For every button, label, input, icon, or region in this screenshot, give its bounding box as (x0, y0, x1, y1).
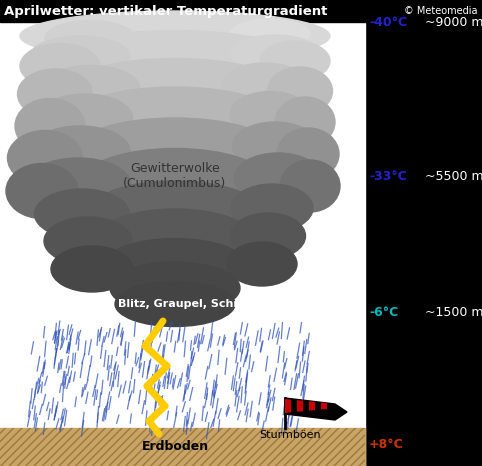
Ellipse shape (40, 66, 140, 110)
Ellipse shape (230, 91, 310, 137)
Ellipse shape (15, 98, 85, 153)
Ellipse shape (35, 189, 130, 239)
Bar (0, 428, 365, 466)
Polygon shape (309, 401, 315, 411)
Ellipse shape (51, 246, 133, 292)
Ellipse shape (260, 41, 330, 81)
Text: -33°C: -33°C (369, 170, 407, 183)
Text: Gewitterwolke
(Cumulonimbus): Gewitterwolke (Cumulonimbus) (123, 162, 227, 190)
Ellipse shape (230, 35, 320, 73)
Text: © Meteomedia: © Meteomedia (404, 6, 478, 16)
Ellipse shape (78, 118, 272, 178)
Ellipse shape (97, 209, 253, 267)
Ellipse shape (17, 69, 93, 119)
Polygon shape (321, 403, 327, 410)
Ellipse shape (110, 262, 240, 314)
Polygon shape (285, 398, 347, 420)
Text: +8°C: +8°C (369, 438, 404, 451)
Ellipse shape (275, 97, 335, 147)
Text: Erdboden: Erdboden (141, 440, 209, 453)
Ellipse shape (231, 184, 313, 232)
Text: Starkregen, Blitz, Graupel, Schnee, Hagel: Starkregen, Blitz, Graupel, Schnee, Hage… (40, 299, 300, 309)
Ellipse shape (223, 63, 308, 105)
Ellipse shape (268, 67, 333, 115)
Ellipse shape (232, 122, 318, 170)
Ellipse shape (45, 21, 135, 55)
Ellipse shape (82, 149, 268, 213)
Text: Aprilwetter: vertikaler Temperaturgradient: Aprilwetter: vertikaler Temperaturgradie… (4, 5, 327, 18)
Polygon shape (285, 399, 291, 413)
Text: ~1500 m: ~1500 m (425, 307, 482, 320)
Text: Sturmböen: Sturmböen (259, 430, 321, 440)
Ellipse shape (103, 239, 247, 294)
Ellipse shape (115, 281, 235, 327)
Ellipse shape (6, 164, 78, 219)
Bar (0, 0, 482, 22)
Ellipse shape (30, 36, 130, 76)
Ellipse shape (277, 128, 339, 180)
Text: ~5500 m: ~5500 m (425, 170, 482, 183)
Ellipse shape (234, 153, 322, 203)
Ellipse shape (55, 30, 295, 85)
Ellipse shape (44, 217, 132, 265)
Ellipse shape (26, 158, 131, 210)
Ellipse shape (227, 242, 297, 286)
Ellipse shape (90, 181, 260, 241)
Ellipse shape (230, 19, 310, 49)
Bar (0, 428, 365, 466)
Ellipse shape (20, 43, 100, 89)
Text: -40°C: -40°C (369, 16, 407, 29)
Ellipse shape (280, 160, 340, 212)
Text: -6°C: -6°C (369, 307, 398, 320)
Ellipse shape (230, 213, 306, 259)
Polygon shape (297, 400, 303, 412)
Ellipse shape (30, 126, 130, 176)
Bar (0, 0, 365, 466)
Ellipse shape (75, 87, 275, 145)
Ellipse shape (8, 130, 82, 185)
Ellipse shape (70, 59, 280, 114)
Text: ~9000 m: ~9000 m (425, 16, 482, 29)
Ellipse shape (38, 94, 133, 142)
Ellipse shape (20, 11, 330, 61)
